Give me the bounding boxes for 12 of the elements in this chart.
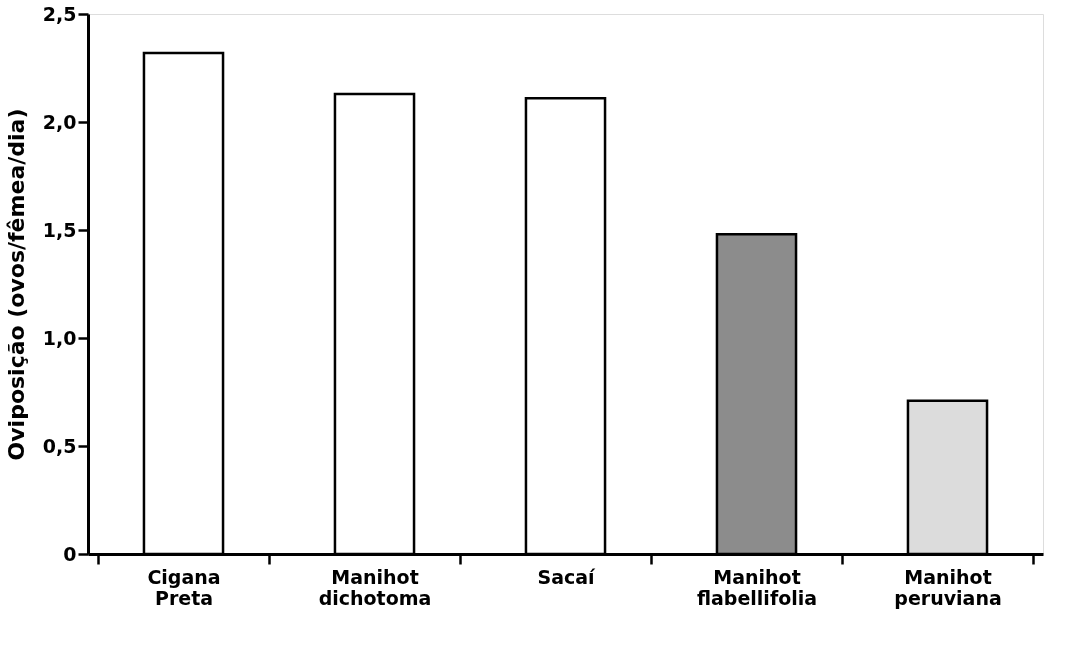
x-tick-label: Sacaí — [537, 565, 597, 588]
y-axis-title: Oviposição (ovos/fêmea/dia) — [3, 108, 29, 461]
y-tick-label: 1,5 — [42, 218, 77, 241]
y-tick-label: 2,0 — [42, 110, 77, 133]
y-tick-label: 2,5 — [42, 2, 77, 25]
x-tick-label: Manihot peruviana — [894, 565, 1002, 609]
y-tick-label: 1,0 — [42, 326, 77, 349]
x-tick-label: Manihot dichotoma — [318, 565, 432, 609]
y-tick-label: 0 — [63, 542, 77, 565]
x-tick-label: Cigana Preta — [147, 565, 221, 609]
y-tick-label: 0,5 — [42, 434, 77, 457]
x-tick-label: Manihot flabellifolia — [696, 565, 818, 609]
